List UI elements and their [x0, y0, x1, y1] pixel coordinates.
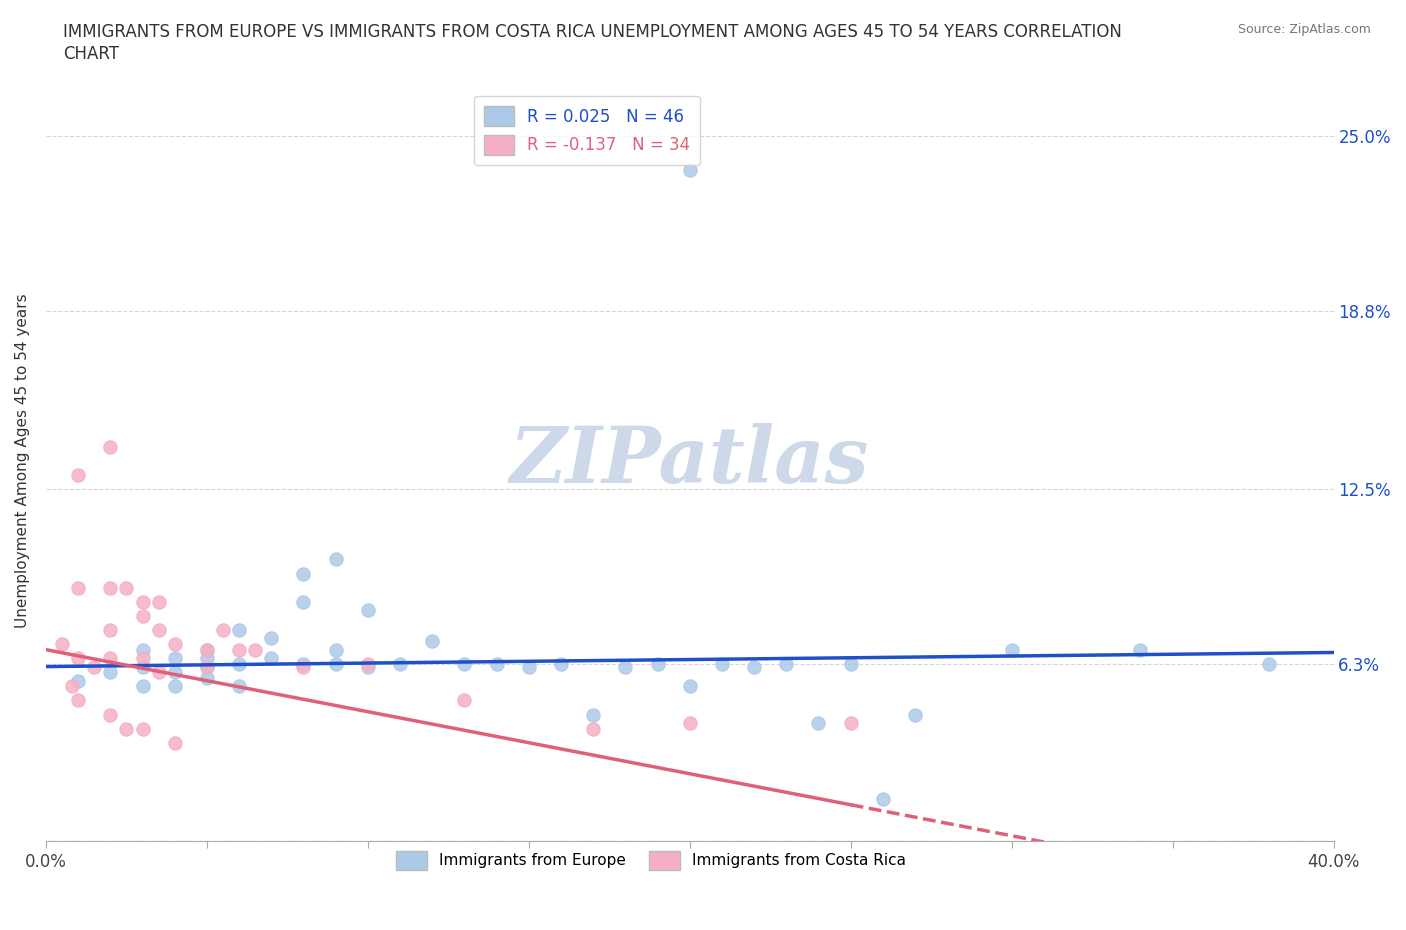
Point — [1129, 643, 1152, 658]
Text: CHART: CHART — [63, 45, 120, 62]
Legend: Immigrants from Europe, Immigrants from Costa Rica: Immigrants from Europe, Immigrants from … — [391, 844, 912, 876]
Point — [98, 665, 121, 680]
Point — [115, 721, 138, 736]
Point — [163, 679, 186, 694]
Point — [67, 673, 90, 688]
Point — [228, 679, 250, 694]
Point — [67, 693, 90, 708]
Point — [1001, 643, 1024, 658]
Point — [195, 643, 218, 658]
Point — [453, 657, 475, 671]
Point — [228, 657, 250, 671]
Point — [517, 659, 540, 674]
Text: ZIPatlas: ZIPatlas — [510, 422, 869, 499]
Point — [98, 651, 121, 666]
Point — [679, 163, 702, 178]
Point — [357, 659, 380, 674]
Point — [679, 715, 702, 730]
Point — [195, 671, 218, 685]
Point — [67, 468, 90, 483]
Point — [807, 715, 830, 730]
Point — [357, 657, 380, 671]
Point — [420, 633, 443, 648]
Point — [292, 566, 315, 581]
Point — [357, 603, 380, 618]
Point — [163, 637, 186, 652]
Point — [195, 651, 218, 666]
Point — [131, 679, 153, 694]
Point — [582, 707, 605, 722]
Point — [131, 594, 153, 609]
Point — [98, 707, 121, 722]
Point — [647, 657, 669, 671]
Point — [325, 657, 347, 671]
Point — [228, 643, 250, 658]
Point — [453, 693, 475, 708]
Point — [67, 580, 90, 595]
Point — [582, 721, 605, 736]
Point — [148, 665, 170, 680]
Point — [839, 715, 862, 730]
Point — [550, 657, 572, 671]
Point — [325, 552, 347, 567]
Point — [245, 643, 267, 658]
Point — [742, 659, 765, 674]
Point — [115, 580, 138, 595]
Point — [1258, 657, 1281, 671]
Point — [872, 791, 894, 806]
Point — [131, 643, 153, 658]
Point — [212, 622, 235, 637]
Point — [260, 631, 283, 645]
Point — [131, 651, 153, 666]
Point — [195, 659, 218, 674]
Point — [51, 637, 73, 652]
Point — [325, 643, 347, 658]
Point — [195, 643, 218, 658]
Point — [679, 679, 702, 694]
Text: Source: ZipAtlas.com: Source: ZipAtlas.com — [1237, 23, 1371, 36]
Point — [60, 679, 83, 694]
Point — [710, 657, 733, 671]
Point — [775, 657, 797, 671]
Point — [148, 622, 170, 637]
Point — [131, 721, 153, 736]
Point — [292, 594, 315, 609]
Point — [131, 659, 153, 674]
Point — [485, 657, 508, 671]
Point — [163, 651, 186, 666]
Point — [292, 657, 315, 671]
Point — [98, 622, 121, 637]
Point — [163, 665, 186, 680]
Point — [614, 659, 637, 674]
Point — [98, 580, 121, 595]
Point — [67, 651, 90, 666]
Point — [195, 659, 218, 674]
Point — [904, 707, 927, 722]
Point — [148, 594, 170, 609]
Point — [163, 736, 186, 751]
Point — [260, 651, 283, 666]
Y-axis label: Unemployment Among Ages 45 to 54 years: Unemployment Among Ages 45 to 54 years — [15, 294, 30, 628]
Point — [98, 439, 121, 454]
Point — [839, 657, 862, 671]
Text: IMMIGRANTS FROM EUROPE VS IMMIGRANTS FROM COSTA RICA UNEMPLOYMENT AMONG AGES 45 : IMMIGRANTS FROM EUROPE VS IMMIGRANTS FRO… — [63, 23, 1122, 41]
Point — [292, 659, 315, 674]
Point — [228, 622, 250, 637]
Point — [389, 657, 412, 671]
Point — [83, 659, 105, 674]
Point — [131, 608, 153, 623]
